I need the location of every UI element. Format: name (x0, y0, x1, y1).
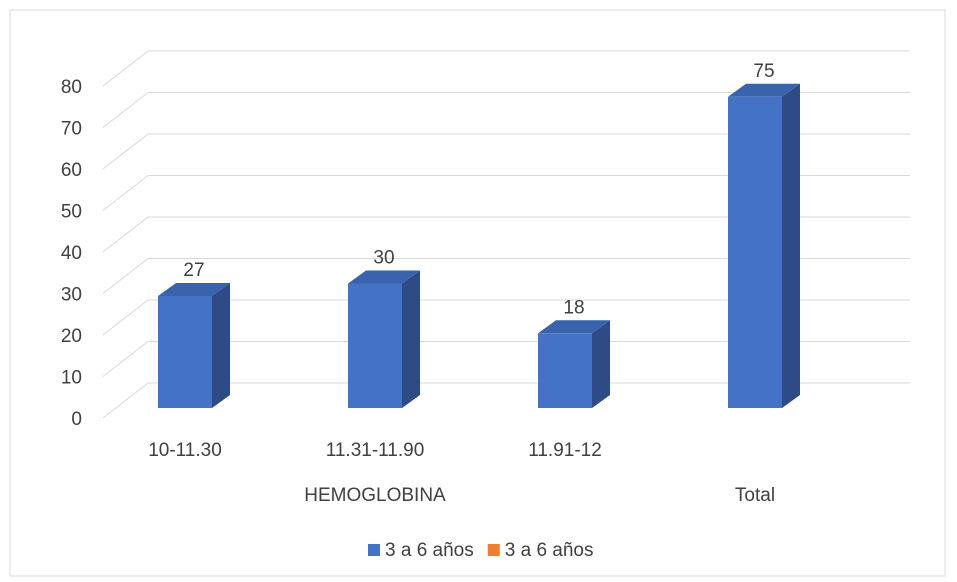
grid-line (102, 299, 910, 336)
y-tick-label: 50 (61, 202, 82, 223)
y-tick-label: 40 (61, 243, 82, 264)
grid-line (102, 133, 910, 170)
x-group-label: HEMOGLOBINA (304, 485, 446, 506)
chart-frame (9, 9, 946, 577)
legend-swatch (368, 544, 380, 556)
data-label: 27 (183, 260, 204, 281)
y-tick-label: 60 (61, 160, 82, 181)
bar (728, 96, 782, 408)
bar-top (538, 320, 610, 334)
y-tick-label: 20 (61, 326, 82, 347)
legend-label: 3 a 6 años (385, 540, 474, 561)
bar-side (212, 282, 230, 408)
legend-label: 3 a 6 años (505, 540, 594, 561)
data-label: 75 (753, 61, 774, 82)
grid-line (102, 92, 910, 128)
data-label: 18 (563, 297, 584, 318)
bar (538, 333, 592, 408)
grid-line (102, 175, 910, 211)
bar (348, 283, 402, 408)
bar-top (728, 83, 800, 97)
x-group-label: Total (735, 485, 775, 506)
grid-line (102, 341, 910, 377)
bar-side (402, 270, 420, 408)
data-label: 30 (373, 248, 394, 269)
legend-swatch (487, 544, 500, 556)
bar (158, 295, 212, 408)
y-tick-label: 80 (61, 77, 82, 98)
grid-line (102, 216, 910, 253)
bar-top (158, 282, 230, 296)
x-tick-label: 11.91-12 (528, 440, 602, 461)
x-tick-label: 10-11.30 (148, 440, 222, 461)
grid-line (102, 50, 910, 87)
grid-line (102, 258, 910, 294)
y-tick-label: 10 (61, 368, 82, 389)
bar-side (592, 320, 610, 408)
bar-side (782, 83, 800, 408)
x-tick-label: 11.31-11.90 (326, 440, 425, 461)
bar-top (348, 270, 420, 284)
y-tick-label: 70 (61, 119, 82, 140)
y-tick-label: 0 (71, 409, 82, 430)
y-tick-label: 30 (61, 285, 82, 306)
grid-line (102, 382, 910, 419)
